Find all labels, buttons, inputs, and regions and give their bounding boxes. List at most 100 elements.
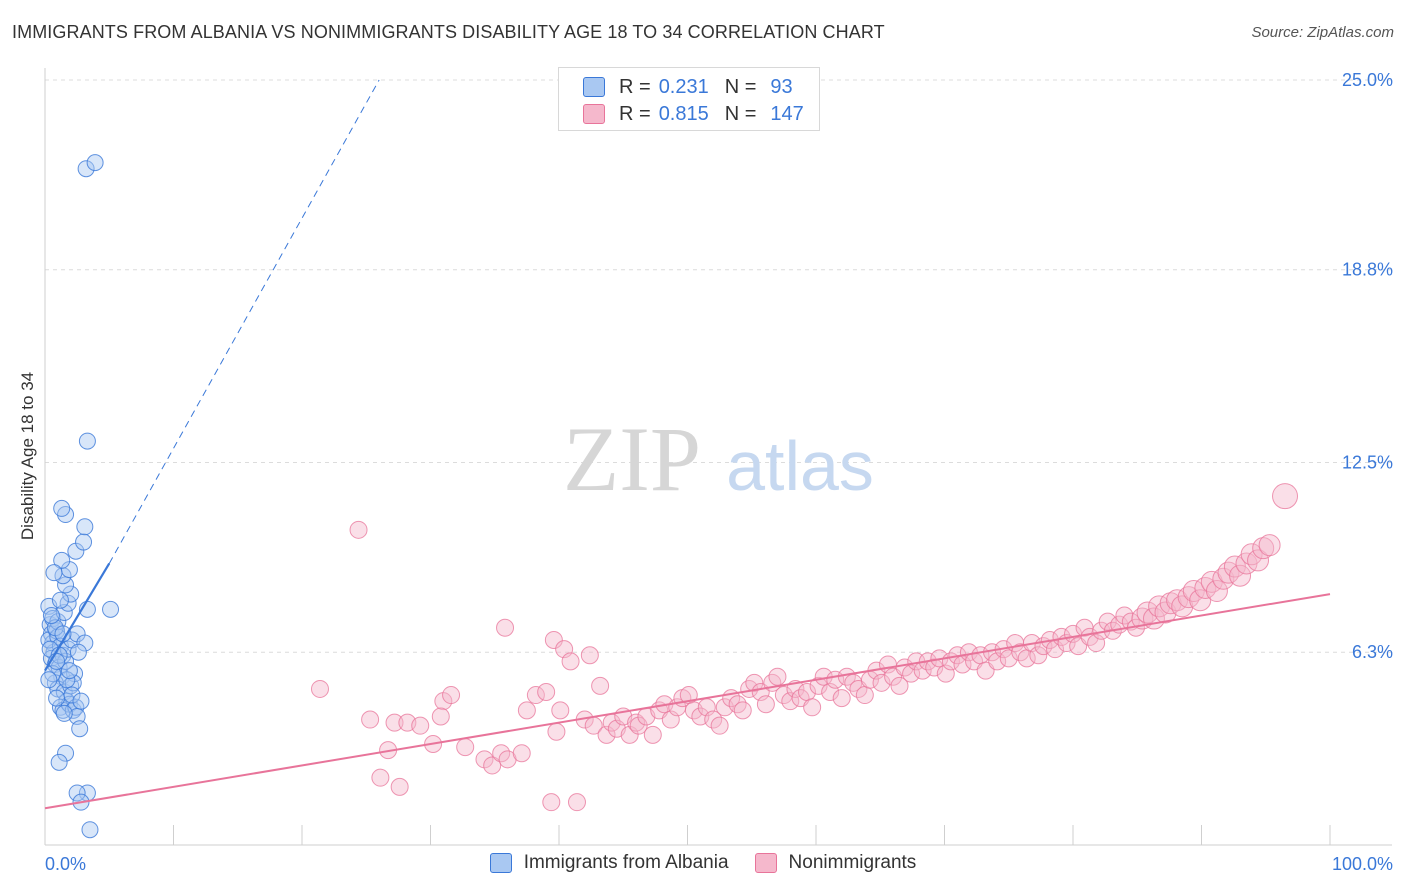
nonimmigrants-point [456, 738, 475, 757]
nonimmigrants-point [551, 701, 570, 720]
legend-item-nonimmigrants: Nonimmigrants [754, 852, 917, 874]
nonimmigrants-point [872, 673, 891, 692]
watermark-zip: ZIP [563, 408, 701, 510]
y-tick-label: 25.0% [1342, 70, 1393, 90]
albania-point [75, 533, 93, 551]
nonimmigrants-point [999, 649, 1018, 668]
albania-point [54, 567, 72, 585]
x-tick-label: 0.0% [45, 854, 86, 874]
albania-point [50, 753, 68, 771]
trend-line-albania-projection [108, 79, 380, 564]
nonimmigrants-point [756, 695, 775, 714]
nonimmigrants-point [496, 618, 515, 637]
albania-point [86, 154, 104, 172]
albania-point [53, 499, 71, 517]
nonimmigrants-point [385, 713, 404, 732]
nonimmigrants-point [512, 744, 531, 763]
nonimmigrants-point [544, 630, 563, 649]
nonimmigrants-point [809, 676, 828, 695]
albania-point [48, 689, 66, 707]
albania-point [57, 744, 75, 762]
series-nonimmigrants [310, 483, 1299, 812]
nonimmigrants-point [517, 701, 536, 720]
nonimmigrants-point [349, 520, 368, 539]
legend-n-value: 93 [770, 75, 793, 98]
nonimmigrants-point [733, 701, 752, 720]
albania-point [77, 160, 95, 178]
albania-point [62, 585, 80, 603]
legend-n-label: N = [724, 75, 757, 98]
legend-swatch-blue [583, 77, 605, 97]
nonimmigrants-point [643, 725, 662, 744]
nonimmigrants-point [745, 673, 764, 692]
nonimmigrants-point [627, 713, 646, 732]
legend-r-value: 0.815 [658, 102, 709, 125]
legend-label-albania: Immigrants from Albania [523, 852, 729, 873]
legend-r-label: R = [619, 75, 651, 98]
nonimmigrants-point [925, 658, 944, 677]
tick-labels: 6.3% 12.5% 18.8% 25.0% 0.0% 100.0% [45, 70, 1393, 874]
legend-r-value: 0.231 [658, 75, 709, 98]
nonimmigrants-point [1098, 612, 1117, 631]
nonimmigrants-point [411, 716, 430, 735]
nonimmigrants-point [567, 793, 586, 812]
nonimmigrants-point [629, 716, 648, 735]
nonimmigrants-point [561, 652, 580, 671]
watermark-atlas: atlas [726, 427, 874, 505]
nonimmigrants-point [361, 710, 380, 729]
legend-label-nonimmigrants: Nonimmigrants [788, 852, 917, 873]
nonimmigrants-point [1247, 549, 1270, 572]
y-tick-label: 6.3% [1352, 642, 1393, 662]
nonimmigrants-point [431, 707, 450, 726]
nonimmigrants-point [591, 676, 610, 695]
albania-point [81, 821, 99, 839]
nonimmigrants-point [1136, 601, 1159, 624]
x-tick-label: 100.0% [1332, 854, 1393, 874]
gridlines [45, 79, 1392, 653]
albania-point [76, 634, 94, 652]
nonimmigrants-point [890, 676, 909, 695]
albania-point [53, 551, 71, 569]
trend-line-nonimmigrants [44, 593, 1331, 810]
nonimmigrants-point [371, 768, 390, 787]
nonimmigrants-point [832, 689, 851, 708]
nonimmigrants-point [390, 777, 409, 796]
legend-item-albania: Immigrants from Albania [489, 852, 729, 874]
y-tick-label: 18.8% [1342, 260, 1393, 280]
nonimmigrants-point [537, 683, 556, 701]
albania-point [102, 600, 120, 618]
legend-row-albania: R = 0.231 N = 93 [583, 74, 793, 100]
nonimmigrants-point [803, 698, 822, 717]
albania-point [40, 671, 58, 689]
albania-point [55, 704, 73, 722]
albania-point [76, 518, 94, 536]
nonimmigrants-point [1029, 646, 1048, 665]
nonimmigrants-point [526, 686, 545, 705]
nonimmigrants-point [1240, 543, 1263, 566]
nonimmigrants-point [542, 793, 561, 812]
legend-r-label: R = [619, 102, 651, 125]
series-legend: Immigrants from Albania Nonimmigrants [0, 852, 1406, 874]
nonimmigrants-point [310, 679, 329, 698]
nonimmigrants-point [1189, 589, 1212, 612]
correlation-legend: R = 0.231 N = 93 R = 0.815 N = 147 [558, 67, 820, 131]
albania-point [71, 720, 89, 738]
nonimmigrants-point [768, 667, 787, 686]
albania-point [68, 784, 86, 802]
albania-point [69, 643, 87, 661]
nonimmigrants-point [855, 686, 874, 705]
nonimmigrants-point [547, 722, 566, 741]
chart-title: IMMIGRANTS FROM ALBANIA VS NONIMMIGRANTS… [12, 22, 885, 42]
albania-point [51, 591, 69, 609]
y-tick-label: 12.5% [1342, 453, 1393, 473]
source-label: Source: ZipAtlas.com [1251, 24, 1394, 41]
nonimmigrants-point [1205, 580, 1228, 603]
legend-swatch-blue [489, 853, 512, 873]
legend-n-label: N = [724, 102, 757, 125]
albania-point [59, 640, 77, 658]
nonimmigrants-point [710, 716, 729, 735]
nonimmigrants-point [483, 756, 502, 775]
watermark: ZIP atlas [563, 408, 874, 510]
nonimmigrants-point [580, 646, 599, 665]
nonimmigrants-point [442, 686, 461, 705]
